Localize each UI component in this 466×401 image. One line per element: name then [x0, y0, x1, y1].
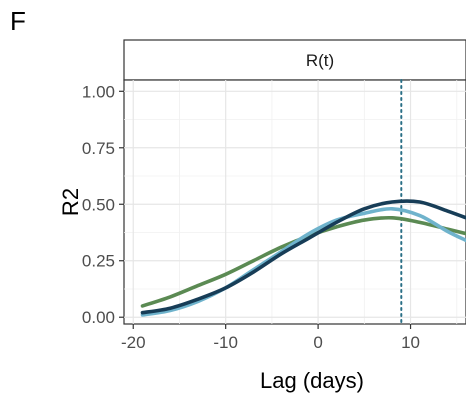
series-line-1: [140, 215, 466, 308]
series-lines: [140, 199, 466, 317]
grid-lines: [124, 80, 466, 324]
x-tick-label: 0: [313, 333, 322, 352]
y-tick-label: 0.75: [82, 139, 115, 158]
x-tick-label: -20: [121, 333, 146, 352]
plot-panel: [123, 79, 466, 325]
facet-strip: R(t): [123, 39, 466, 81]
y-axis-title: R2: [58, 188, 83, 216]
series-line-3: [140, 199, 466, 315]
y-tick-label: 0.00: [82, 308, 115, 327]
x-axis: -20 -10 0 10: [121, 324, 420, 352]
x-tick-label: 10: [401, 333, 420, 352]
y-tick-label: 0.25: [82, 252, 115, 271]
series-line-2: [140, 206, 466, 317]
facet-strip-label: R(t): [306, 51, 334, 70]
x-tick-label: -10: [213, 333, 238, 352]
facet-strip-background: [123, 39, 466, 81]
x-axis-title: Lag (days): [260, 368, 364, 393]
y-axis: 0.00 0.25 0.50 0.75 1.00: [82, 82, 124, 327]
panel-letter: F: [10, 6, 26, 36]
y-tick-label: 0.50: [82, 195, 115, 214]
y-tick-label: 1.00: [82, 82, 115, 101]
